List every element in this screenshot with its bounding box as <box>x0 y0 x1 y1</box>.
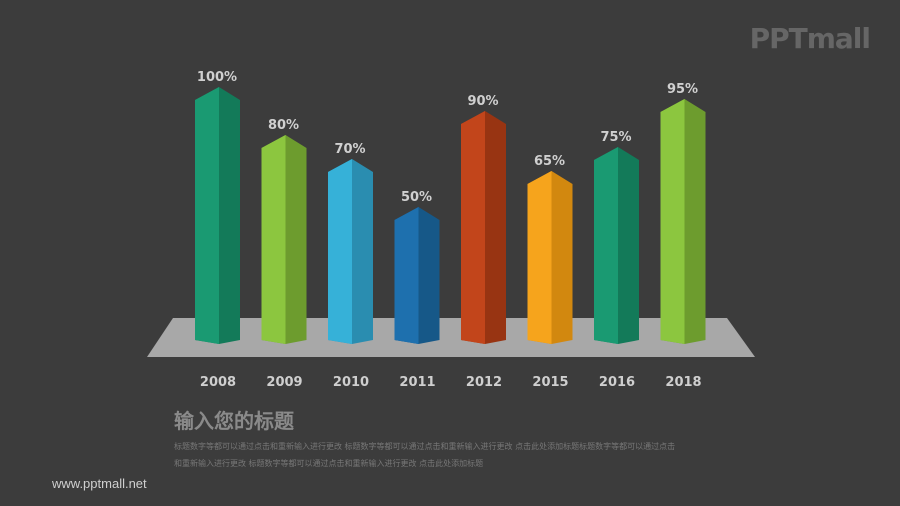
x-tick-label: 2011 <box>399 375 435 390</box>
value-label: 80% <box>268 118 299 133</box>
value-label: 65% <box>534 154 565 169</box>
x-tick-label: 2009 <box>266 375 302 390</box>
description-line-1: 标题数字等都可以通过点击和重新输入进行更改 标题数字等都可以通过点击和重新输入进… <box>174 442 676 451</box>
value-label: 75% <box>600 130 631 145</box>
description-text: 标题数字等都可以通过点击和重新输入进行更改 标题数字等都可以通过点击和重新输入进… <box>174 438 714 472</box>
bar-front-2011 <box>394 207 419 344</box>
description-line-2: 和重新输入进行更改 标题数字等都可以通过点击和重新输入进行更改 点击此处添加标题 <box>174 459 484 468</box>
x-tick-label: 2018 <box>665 375 701 390</box>
bar-front-2018 <box>660 99 685 344</box>
x-tick-label: 2008 <box>200 375 236 390</box>
value-label: 50% <box>401 190 432 205</box>
bar-front-2010 <box>328 159 352 344</box>
x-tick-label: 2010 <box>333 375 369 390</box>
slide-title: 输入您的标题 <box>174 409 294 433</box>
bar-front-2008 <box>195 87 219 344</box>
value-label: 90% <box>467 94 498 109</box>
bar-front-2012 <box>461 111 485 344</box>
bar-front-2016 <box>594 147 618 344</box>
pptmall-logo: PPTmall <box>749 22 871 55</box>
value-label: 95% <box>667 82 698 97</box>
value-label: 100% <box>197 70 237 85</box>
footer-url: www.pptmall.net <box>52 476 147 491</box>
value-label: 70% <box>334 142 365 157</box>
bar-front-2009 <box>261 135 286 344</box>
bar-front-2015 <box>527 171 552 344</box>
x-tick-label: 2012 <box>466 375 502 390</box>
x-tick-label: 2015 <box>532 375 568 390</box>
x-tick-label: 2016 <box>599 375 635 390</box>
